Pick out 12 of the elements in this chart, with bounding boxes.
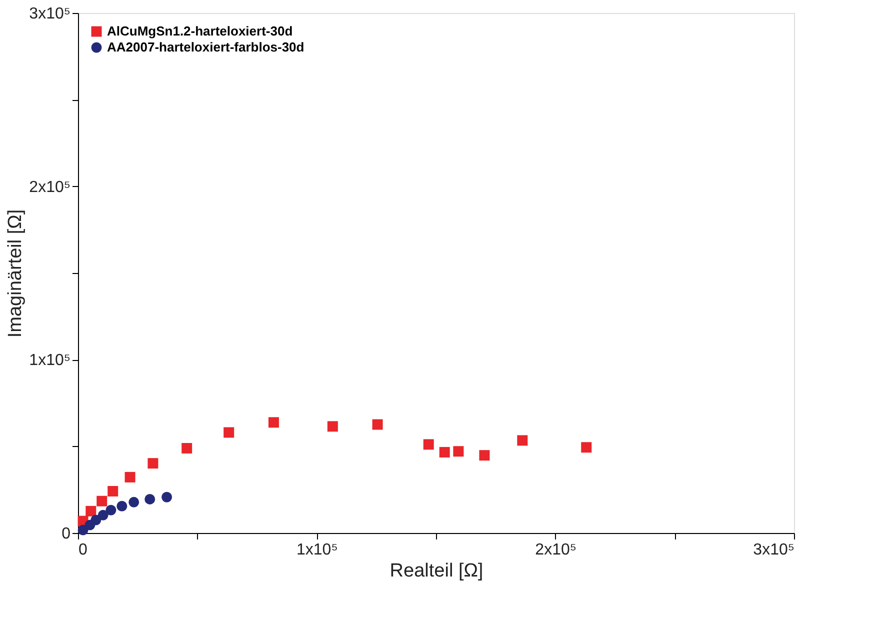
x-tick-label: 3x10⁵ [753,542,794,558]
x-tick-label: 1x10⁵ [296,542,338,558]
x-axis-title: Realteil [Ω] [390,560,484,582]
x-tick-label: 0 [78,542,88,558]
y-tick-label: 2x10⁵ [29,178,70,196]
y-axis-title: Imaginärteil [Ω] [5,209,26,338]
y-tick-label: 1x10⁵ [29,352,70,370]
y-tick-label: 0 [62,526,71,542]
legend-label: AA2007-harteloxiert-farblos-30d [107,40,304,54]
legend-label: AlCuMgSn1.2-harteloxiert-30d [107,24,293,38]
y-tick-label: 3x10⁵ [29,6,70,22]
x-tick-label: 2x10⁵ [535,542,576,558]
